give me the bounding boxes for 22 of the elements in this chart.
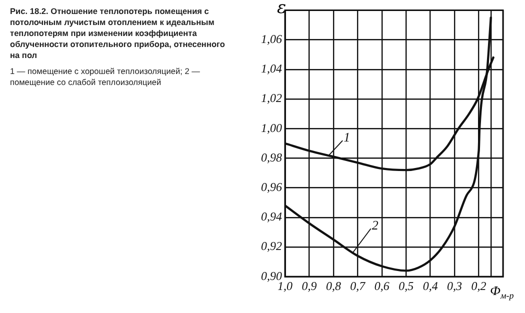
x-axis-title: Ф$_{м-р}$: [490, 283, 514, 301]
x-tick-label: 0,3: [447, 278, 462, 293]
y-tick-label: 0,98: [261, 150, 282, 164]
text: 2: [372, 218, 379, 233]
y-tick-label: 1,02: [261, 91, 282, 106]
x-tick-label: 0,7: [350, 278, 366, 293]
x-tick-label: 0,2: [471, 278, 486, 293]
series-label: 1: [344, 129, 350, 144]
y-tick-label: 1,00: [261, 120, 282, 135]
x-tick-label: 0,8: [326, 278, 341, 293]
y-tick-label: 0,96: [261, 180, 282, 194]
y-tick-label: 0,92: [261, 239, 282, 254]
x-tick-label: 0,4: [422, 278, 438, 293]
text: 1 — помещение с хорошей теплоизоляцией; 2 — помещение со слабой теплоизоляцией: [10, 66, 201, 88]
x-tick-label: 0,6: [374, 278, 390, 293]
y-tick-label: 1,04: [261, 62, 282, 76]
x-tick-label: 0,5: [398, 278, 414, 293]
y-axis-title: ε: [277, 0, 286, 18]
x-tick-label: 0,9: [302, 278, 317, 293]
y-tick-label: 0,94: [261, 210, 282, 224]
text: Рис. 18.2. Отношение теплопотерь помещения с потолочным лучистым отоплением к идеальным теплопотерям при изменении коэффициента облученности отопительного прибора, отнесенного на пол: [10, 6, 225, 61]
y-tick-label: 1,06: [261, 32, 282, 46]
